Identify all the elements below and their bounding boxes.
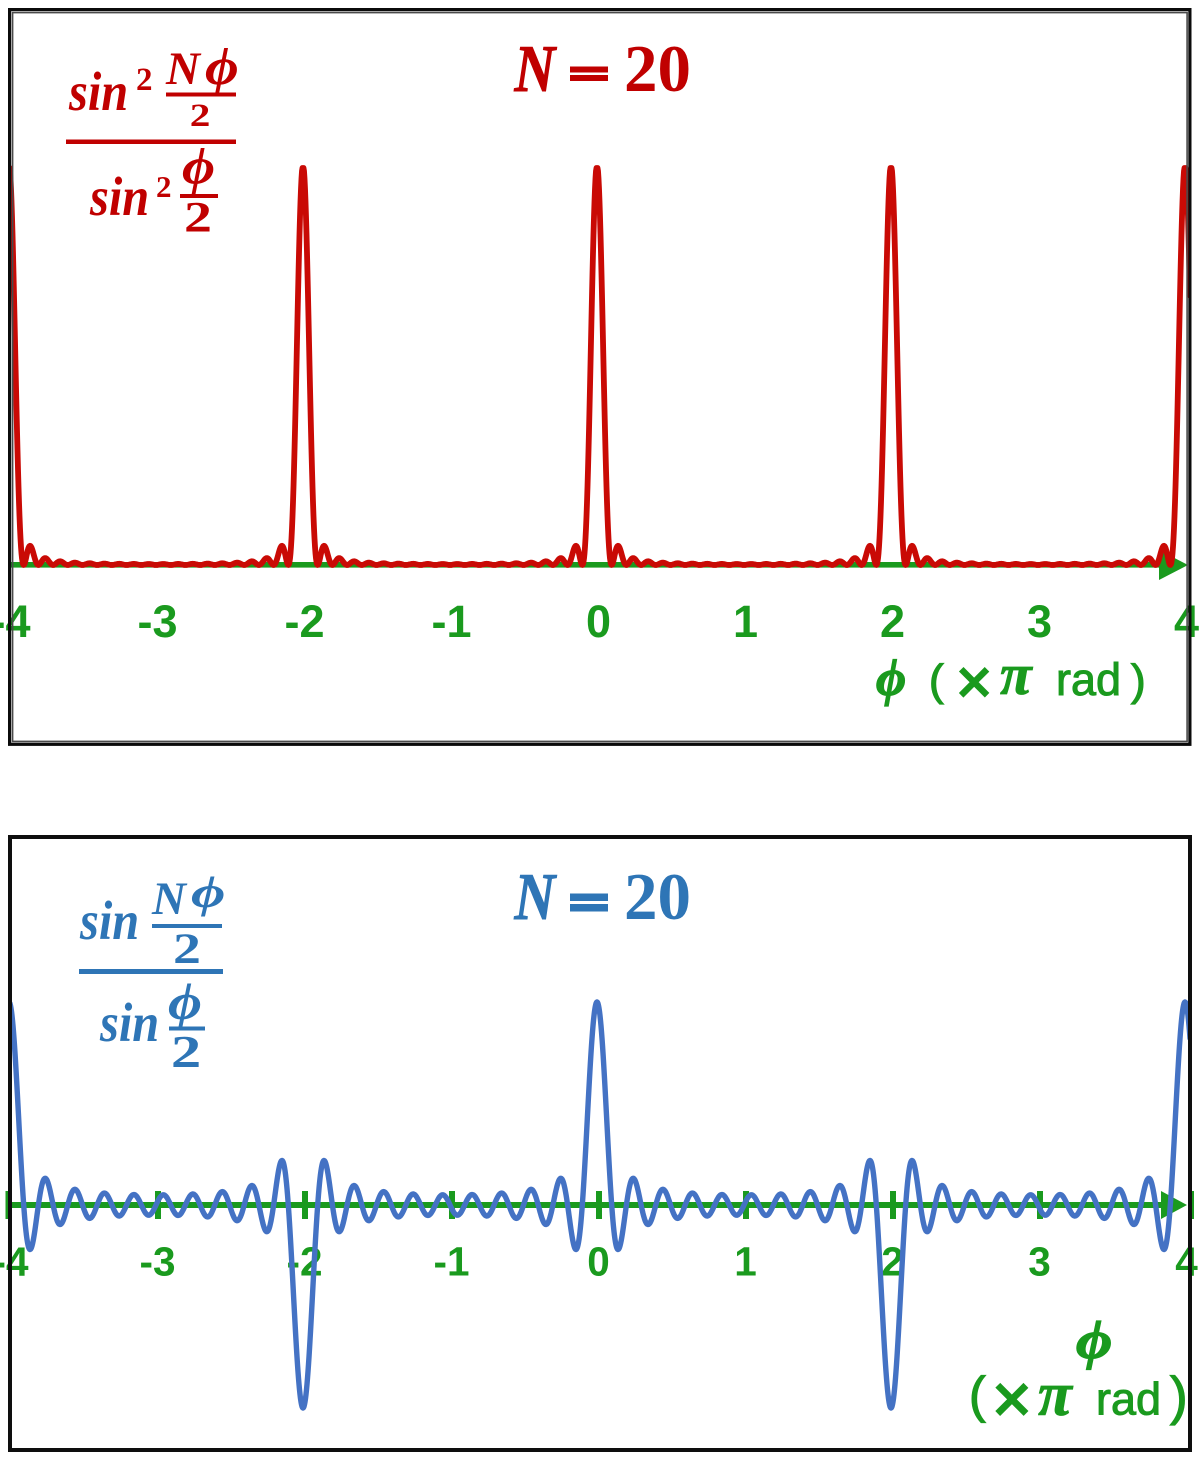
svg-text:20: 20	[624, 860, 691, 934]
svg-text:2: 2	[136, 62, 153, 98]
svg-text:ϕ: ϕ	[1076, 1310, 1112, 1370]
svg-text:2: 2	[171, 1027, 201, 1078]
svg-text:): )	[1131, 656, 1146, 705]
svg-text:sin: sin	[89, 167, 149, 228]
svg-text:-1: -1	[433, 1239, 469, 1285]
svg-text:2: 2	[156, 169, 172, 204]
svg-text:4: 4	[1175, 1239, 1198, 1285]
svg-text:π: π	[1000, 642, 1033, 707]
svg-text:-3: -3	[137, 596, 177, 647]
svg-text:1: 1	[734, 1239, 757, 1285]
svg-text:(: (	[969, 1367, 986, 1423]
svg-text:rad: rad	[1096, 1374, 1161, 1425]
svg-text:sin: sin	[79, 891, 139, 952]
svg-text:3: 3	[1028, 1239, 1051, 1285]
svg-text:0: 0	[586, 596, 611, 647]
svg-text:2: 2	[190, 98, 211, 134]
svg-text:-1: -1	[431, 596, 471, 647]
svg-text:π: π	[1038, 1361, 1074, 1429]
svg-text:sin: sin	[99, 993, 159, 1054]
svg-text:ϕ: ϕ	[876, 650, 906, 707]
svg-text:ϕ: ϕ	[205, 37, 239, 96]
svg-text:2: 2	[880, 596, 905, 647]
svg-text:3: 3	[1027, 596, 1052, 647]
svg-text:2: 2	[173, 925, 201, 972]
svg-text:×: ×	[992, 1361, 1032, 1437]
svg-text:N: N	[151, 873, 188, 925]
svg-text:-2: -2	[284, 596, 324, 647]
svg-text:2: 2	[184, 194, 212, 241]
svg-text:-3: -3	[139, 1239, 175, 1285]
svg-text:N: N	[514, 33, 558, 107]
svg-text:20: 20	[624, 32, 691, 106]
svg-text:rad: rad	[1056, 654, 1121, 705]
svg-text:-4: -4	[0, 596, 31, 647]
svg-text:): )	[1170, 1367, 1188, 1426]
svg-text:(: (	[929, 656, 944, 705]
svg-text:0: 0	[587, 1239, 610, 1285]
svg-text:×: ×	[956, 648, 992, 717]
svg-text:ϕ: ϕ	[191, 868, 225, 917]
svg-text:-4: -4	[0, 1239, 29, 1285]
svg-text:N: N	[165, 43, 202, 95]
svg-text:ϕ: ϕ	[168, 974, 202, 1031]
svg-text:2: 2	[881, 1239, 904, 1285]
svg-text:1: 1	[733, 596, 758, 647]
svg-text:ϕ: ϕ	[182, 137, 215, 195]
svg-text:sin: sin	[68, 62, 128, 123]
svg-text:N: N	[514, 861, 558, 935]
